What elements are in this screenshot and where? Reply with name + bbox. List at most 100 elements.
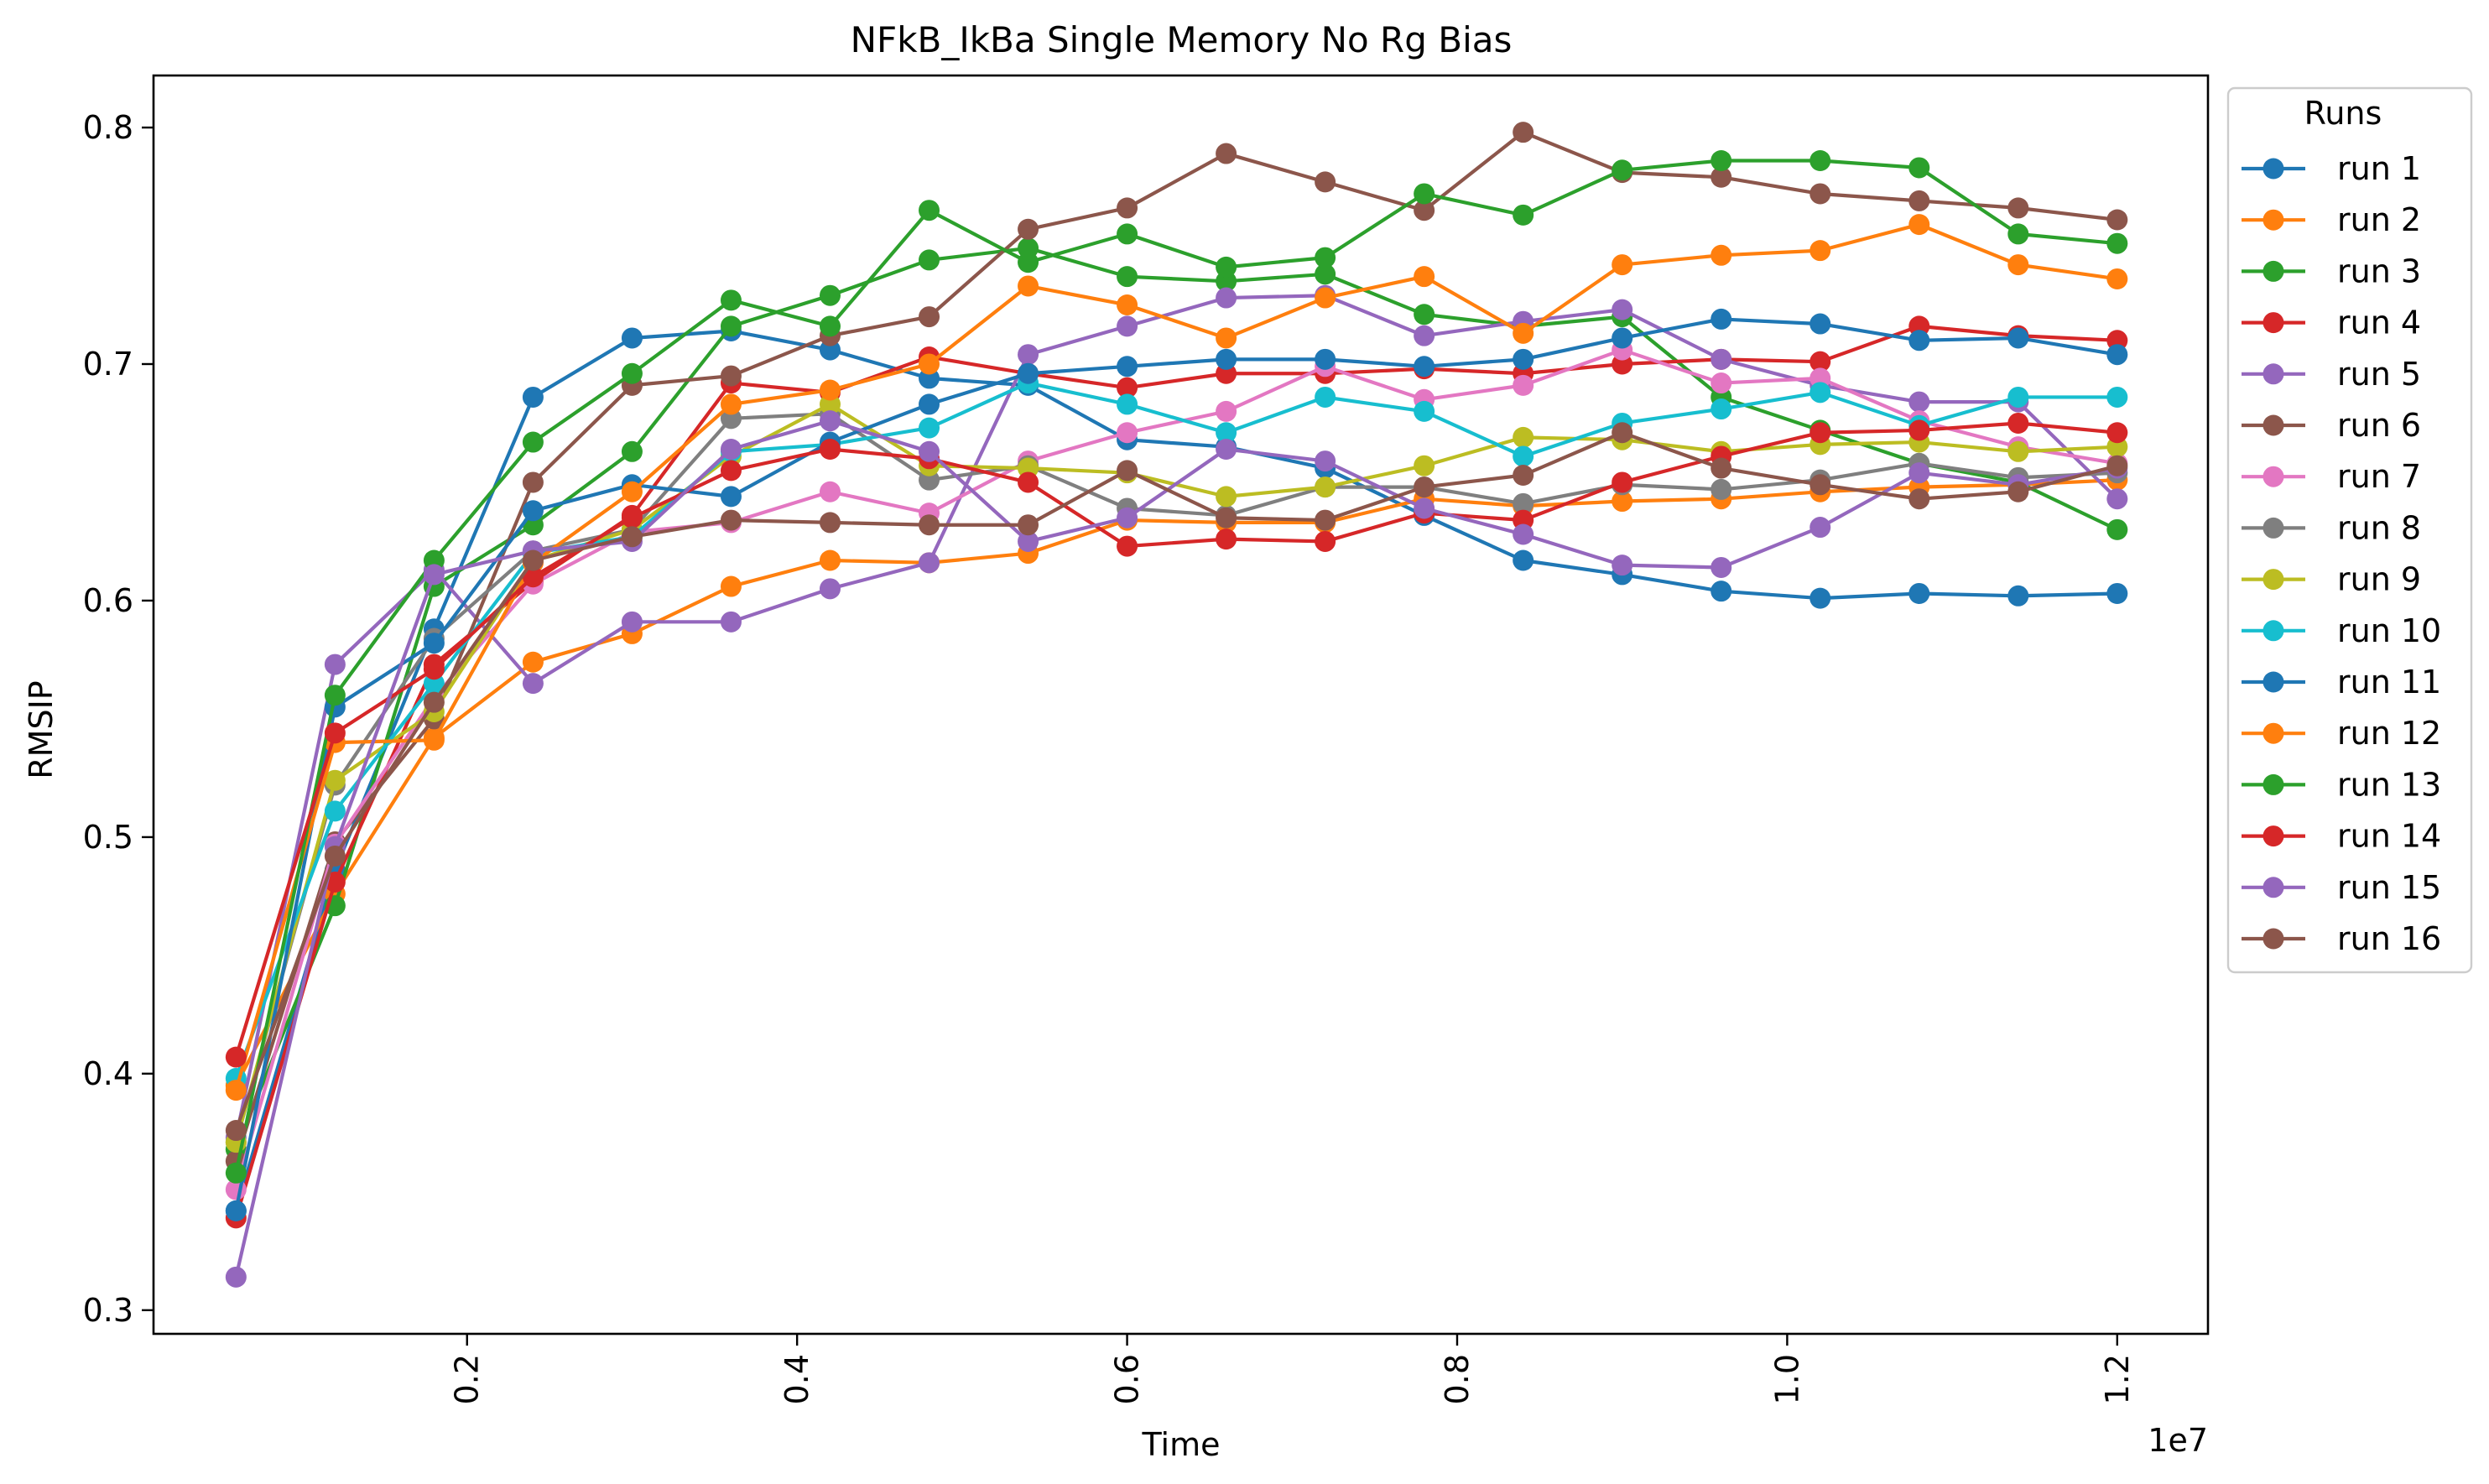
data-point (621, 507, 643, 529)
data-point (1117, 460, 1138, 482)
y-tick-label: 0.5 (83, 819, 133, 856)
legend-title: Runs (2304, 95, 2382, 132)
data-point (2007, 223, 2029, 245)
data-point (1117, 356, 1138, 378)
data-point (1216, 143, 1237, 164)
data-point (819, 379, 841, 401)
data-point (522, 673, 544, 695)
legend-item: run 10 (2242, 612, 2441, 649)
data-point (1414, 356, 1435, 378)
data-point (621, 611, 643, 633)
x-tick-label: 1.0 (1768, 1354, 1805, 1404)
data-point (1315, 450, 1336, 472)
legend-item: run 6 (2242, 407, 2421, 444)
x-axis-label: Time (1142, 1426, 1221, 1463)
data-point (2106, 209, 2128, 231)
data-point (1711, 556, 1732, 578)
legend-label: run 16 (2337, 920, 2441, 957)
data-point (1414, 455, 1435, 476)
legend-box (2226, 86, 2473, 974)
data-point (2007, 197, 2029, 219)
data-point (1513, 348, 1534, 370)
data-point (819, 438, 841, 460)
data-point (522, 471, 544, 493)
legend-label: run 7 (2337, 458, 2421, 495)
data-point (1711, 348, 1732, 370)
data-point (1117, 507, 1138, 529)
data-point (720, 460, 742, 482)
legend-marker (2262, 773, 2284, 795)
data-point (1216, 327, 1237, 349)
legend-label: run 5 (2337, 356, 2421, 393)
x-axis-offset-text: 1e7 (2148, 1422, 2208, 1459)
y-tick-label: 0.7 (83, 346, 133, 383)
data-point (819, 549, 841, 571)
data-point (1018, 275, 1039, 297)
data-point (1711, 581, 1732, 602)
data-point (522, 549, 544, 571)
data-point (720, 575, 742, 597)
data-point (720, 438, 742, 460)
data-point (1018, 530, 1039, 552)
series-line (234, 421, 2118, 1058)
series-line (234, 419, 2118, 1278)
data-point (819, 284, 841, 306)
legend-item: run 9 (2242, 561, 2421, 598)
legend-marker (2262, 209, 2284, 231)
data-point (1513, 322, 1534, 344)
data-point (1711, 478, 1732, 500)
y-tick-label: 0.6 (83, 582, 133, 619)
legend-label: run 13 (2337, 766, 2441, 803)
series-11 (225, 308, 2128, 1221)
data-point (1117, 315, 1138, 337)
data-point (1414, 325, 1435, 346)
data-point (324, 653, 346, 675)
data-point (919, 353, 940, 375)
data-point (919, 200, 940, 221)
data-point (1908, 157, 1930, 179)
data-point (1513, 549, 1534, 571)
data-point (919, 306, 940, 328)
data-point (1414, 497, 1435, 519)
data-point (1612, 299, 1633, 320)
data-point (423, 729, 445, 751)
legend-marker (2262, 877, 2284, 898)
legend-marker (2262, 620, 2284, 642)
data-point (1809, 517, 1831, 539)
data-point (2106, 455, 2128, 476)
data-point (522, 651, 544, 673)
legend-item: run 7 (2242, 458, 2421, 495)
legend-label: run 3 (2337, 253, 2421, 289)
y-tick-label: 0.8 (83, 109, 133, 146)
legend-item: run 15 (2242, 869, 2441, 906)
data-point (919, 417, 940, 439)
legend-label: run 15 (2337, 869, 2441, 906)
legend-label: run 12 (2337, 715, 2441, 752)
legend-label: run 4 (2337, 305, 2421, 341)
axis-ticks: 0.2 0.4 0.6 0.8 1.0 1.2 0.3 0.4 0.5 0.6 0.7 0.8 (83, 109, 2136, 1404)
data-point (621, 526, 643, 548)
data-point (2007, 440, 2029, 462)
data-point (1513, 523, 1534, 545)
data-point (1711, 244, 1732, 266)
data-point (1216, 422, 1237, 444)
legend-label: run 8 (2337, 509, 2421, 546)
data-point (1711, 372, 1732, 394)
data-point (324, 769, 346, 791)
series-line (234, 324, 2117, 1219)
legend-item: run 16 (2242, 920, 2441, 957)
data-point (225, 1046, 247, 1068)
series-layer (225, 122, 2128, 1288)
data-point (919, 249, 940, 271)
data-point (2007, 585, 2029, 607)
data-point (1315, 171, 1336, 193)
data-point (1711, 457, 1732, 479)
data-point (1414, 266, 1435, 288)
legend-marker (2262, 517, 2284, 539)
y-tick-label: 0.4 (83, 1055, 133, 1092)
x-tick-label: 0.4 (778, 1354, 815, 1404)
data-point (919, 440, 940, 462)
data-point (1612, 471, 1633, 493)
plot-frame (152, 74, 2210, 1336)
